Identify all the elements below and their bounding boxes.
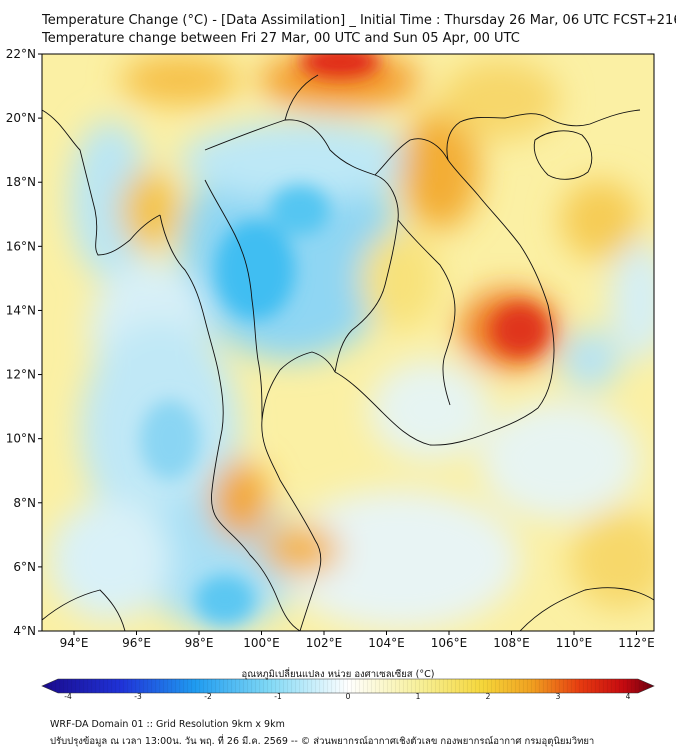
lat-label: 10°N <box>6 432 36 446</box>
lon-label: 106°E <box>431 636 468 650</box>
lat-label: 18°N <box>6 175 36 189</box>
latitude-axis: 22°N 20°N 18°N 16°N 14°N 12°N 10°N 8°N 6°N 4°N <box>6 47 42 638</box>
lat-label: 22°N <box>6 47 36 61</box>
colorbar-tick-label: 3 <box>555 692 561 701</box>
footer-update-info: ปรับปรุงข้อมูล ณ เวลา 13:00น. วัน พฤ. ที… <box>50 736 595 747</box>
lon-label: 112°E <box>618 636 655 650</box>
map-title-line2: Temperature change between Fri 27 Mar, 0… <box>42 31 520 46</box>
map-title-line1: Temperature Change (°C) - [Data Assimila… <box>42 13 676 28</box>
colorbar-tick-label: -4 <box>64 692 72 701</box>
colorbar-label: อุณหภูมิเปลี่ยนแปลง หน่วย องศาเซลเซียส (… <box>241 669 435 680</box>
lat-label: 4°N <box>13 624 36 638</box>
lat-label: 8°N <box>13 496 36 510</box>
lon-label: 108°E <box>493 636 530 650</box>
lon-label: 94°E <box>60 636 89 650</box>
lon-label: 102°E <box>306 636 343 650</box>
lat-label: 16°N <box>6 239 36 253</box>
lon-label: 110°E <box>556 636 593 650</box>
coastline-borders <box>42 74 654 631</box>
colorbar <box>41 678 655 694</box>
lat-label: 14°N <box>6 303 36 317</box>
lon-label: 104°E <box>368 636 405 650</box>
colorbar-tick-label: 4 <box>625 692 631 701</box>
colorbar-tick-label: -2 <box>204 692 212 701</box>
longitude-axis: 94°E 96°E 98°E 100°E 102°E 104°E 106°E 108°E 110… <box>60 631 655 650</box>
map-frame <box>41 53 655 632</box>
colorbar-tick-label: -3 <box>134 692 142 701</box>
colorbar-tick-label: 0 <box>345 692 351 701</box>
colorbar-tick-label: -1 <box>274 692 282 701</box>
temperature-field <box>42 54 654 631</box>
lat-label: 12°N <box>6 368 36 382</box>
lon-label: 96°E <box>122 636 151 650</box>
footer-domain-info: WRF-DA Domain 01 :: Grid Resolution 9km … <box>50 719 285 730</box>
lat-label: 6°N <box>13 560 36 574</box>
lon-label: 100°E <box>243 636 280 650</box>
lon-label: 98°E <box>185 636 214 650</box>
colorbar-tick-label: 2 <box>485 692 491 701</box>
lat-label: 20°N <box>6 111 36 125</box>
colorbar-tick-label: 1 <box>415 692 421 701</box>
